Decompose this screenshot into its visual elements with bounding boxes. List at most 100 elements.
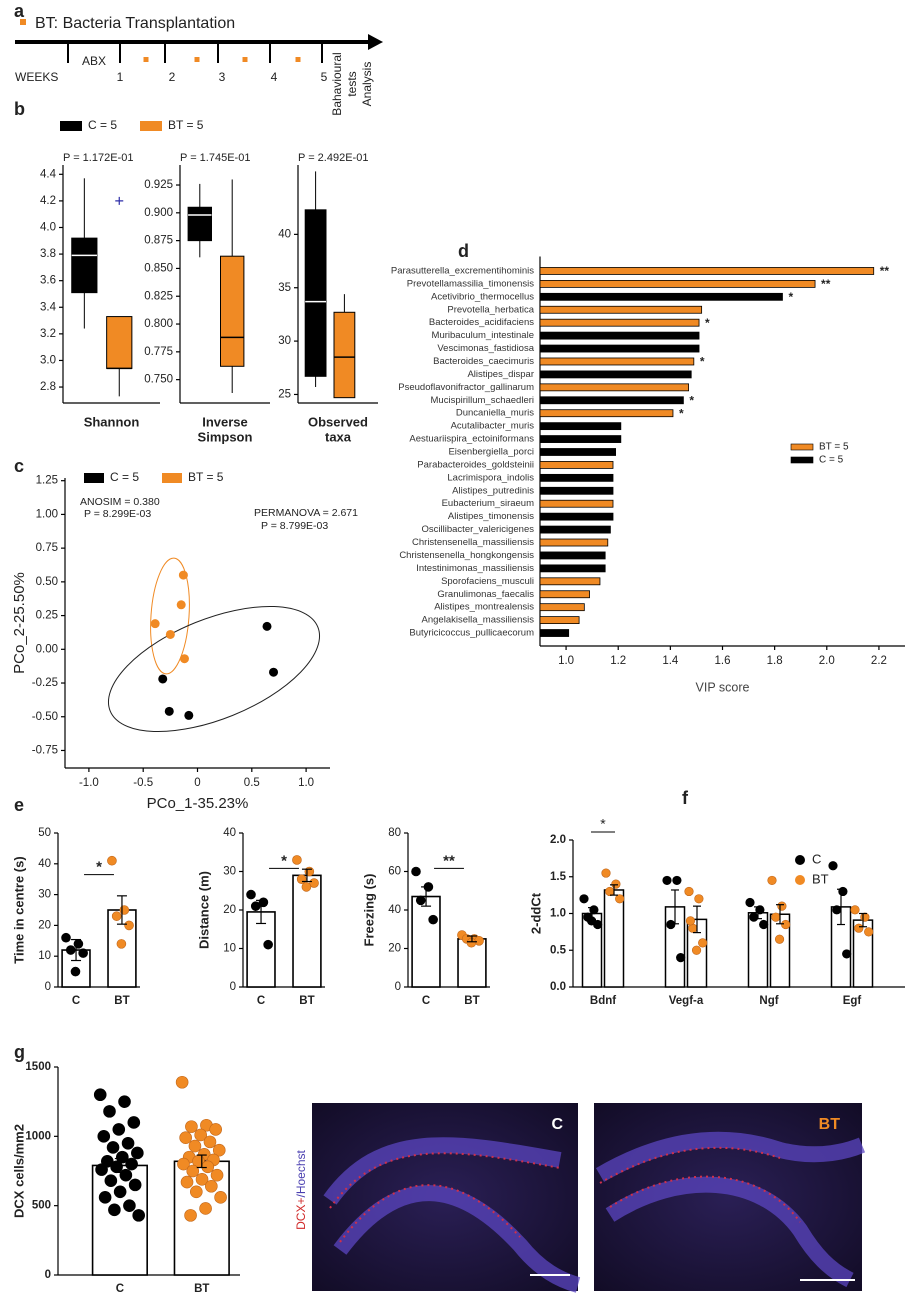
data-point: [61, 932, 71, 943]
data-point: [864, 927, 874, 937]
data-point: [771, 912, 781, 922]
category-label: Duncaniella_muris: [456, 408, 534, 419]
chart-title: P = 1.172E-01: [63, 152, 133, 164]
bar: [539, 590, 590, 599]
category-label: Angelakisella_massiliensis: [422, 615, 535, 626]
group-ellipse: [107, 605, 321, 733]
category-label: Acutalibacter_muris: [451, 421, 535, 432]
x-tick-label: Egf: [843, 995, 862, 1007]
data-point: [860, 912, 870, 922]
data-point: [262, 621, 272, 631]
data-point: [269, 667, 279, 677]
y-tick-label: 60: [388, 866, 401, 878]
data-point: [78, 948, 88, 958]
box: [71, 237, 98, 294]
category-label: Alistipes_dispar: [467, 369, 534, 380]
y-tick-label: -0.75: [32, 744, 58, 756]
annotation: P = 8.799E-03: [261, 520, 328, 532]
stain-label-part: /Hoechst: [294, 1149, 308, 1197]
data-point: [184, 710, 194, 720]
bar: [539, 357, 695, 366]
data-point: [292, 855, 302, 865]
data-point: [185, 1120, 198, 1133]
data-point: [694, 894, 704, 904]
category-label: Parasutterella_excrementihominis: [391, 265, 534, 276]
significance: *: [705, 316, 710, 330]
x-tick-label: C: [422, 995, 430, 1007]
y-tick-label: 0.925: [144, 179, 173, 191]
y-tick-label: 3.6: [40, 275, 56, 287]
bar: [539, 551, 606, 560]
box: [304, 209, 327, 377]
data-point: [179, 654, 189, 664]
category-label: Alistipes_timonensis: [448, 511, 534, 522]
significance: *: [700, 355, 705, 369]
data-point: [188, 1139, 202, 1153]
y-tick-label: 0.775: [144, 346, 173, 358]
week-label: 1: [117, 70, 124, 84]
y-tick-label: 0.750: [144, 374, 173, 386]
y-tick-label: 3.2: [40, 328, 56, 340]
y-tick-label: 4.4: [40, 168, 57, 180]
transplant-marker: [194, 57, 200, 62]
category-label: Vescimonas_fastidiosa: [437, 343, 534, 354]
bar: [539, 383, 690, 392]
data-point: [65, 945, 76, 955]
legend-swatch: [790, 456, 814, 464]
data-point: [73, 939, 84, 949]
data-point: [121, 1136, 135, 1150]
data-point: [601, 868, 611, 878]
y-tick-label: 0.5: [550, 944, 567, 956]
category-label: Mucispirillum_schaedleri: [431, 395, 534, 406]
significance: *: [679, 406, 684, 420]
bar: [539, 279, 816, 288]
data-point: [304, 866, 315, 877]
stain-label-part: DCX+: [294, 1198, 308, 1230]
y-tick-label: 1.25: [36, 475, 58, 487]
y-tick-label: 40: [38, 858, 51, 870]
x-axis-label: Shannon: [84, 414, 140, 429]
data-point: [672, 875, 682, 886]
significance: *: [281, 852, 287, 869]
data-point: [184, 1209, 197, 1222]
significance: **: [821, 277, 831, 291]
legend-label: C = 5: [88, 118, 117, 132]
data-point: [104, 1174, 118, 1188]
y-tick-label: 1.5: [550, 871, 567, 883]
y-tick-label: 0.850: [144, 262, 173, 274]
box: [333, 311, 356, 399]
y-tick-label: 0.0: [550, 981, 566, 993]
category-label: Pseudoflavonifractor_gallinarum: [398, 382, 534, 393]
micrograph-bt: [594, 1103, 866, 1291]
legend-label: C = 5: [110, 470, 139, 484]
data-point: [179, 1131, 192, 1145]
x-tick-label: 1.0: [558, 655, 574, 667]
data-point: [676, 952, 686, 963]
data-point: [415, 895, 426, 906]
bar: [292, 874, 322, 988]
x-tick-label: BT: [299, 995, 314, 1007]
bar: [539, 577, 601, 586]
y-tick-label: 1.0: [550, 908, 566, 920]
data-point: [838, 886, 848, 897]
image-label: C: [551, 1116, 563, 1133]
data-point: [70, 966, 81, 977]
bar: [539, 435, 622, 443]
bar: [539, 525, 611, 534]
bar: [603, 889, 625, 988]
y-tick-label: 1000: [25, 1130, 51, 1142]
data-point: [128, 1178, 142, 1192]
data-point: [194, 1128, 207, 1142]
y-axis-label: 2-ddCt: [528, 892, 543, 934]
bar: [539, 305, 703, 314]
category-label: Oscillibacter_valericigenes: [422, 524, 535, 535]
data-point: [745, 897, 755, 908]
data-point: [125, 1157, 138, 1171]
panel-label: c: [14, 456, 24, 476]
y-tick-label: 80: [388, 827, 401, 839]
significance: *: [689, 393, 694, 407]
category-label: Eubacterium_siraeum: [442, 498, 534, 509]
x-tick-label: C: [257, 995, 265, 1007]
y-tick-label: 3.4: [40, 301, 57, 313]
y-tick-label: 50: [38, 827, 51, 839]
